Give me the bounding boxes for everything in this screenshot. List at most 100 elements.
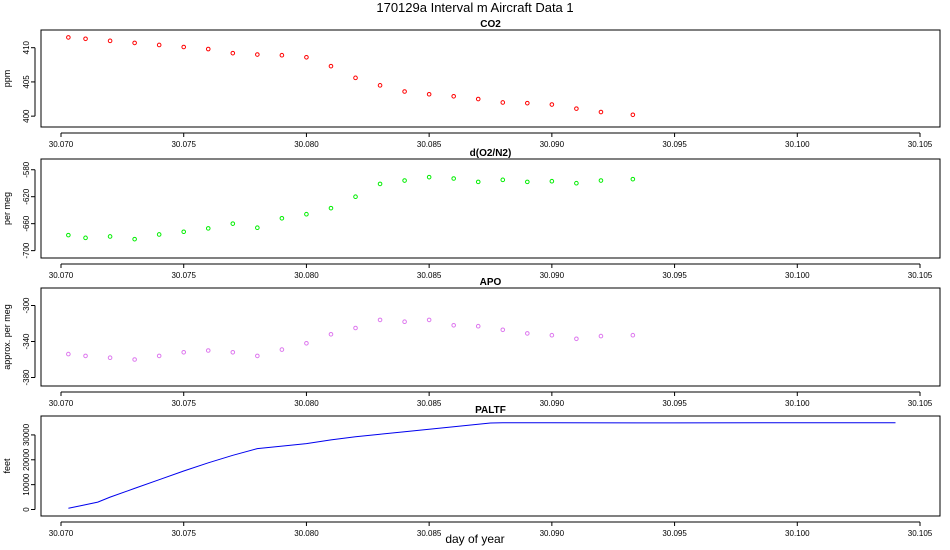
- data-point: [475, 96, 481, 102]
- data-point: [451, 94, 456, 99]
- data-point: [451, 323, 456, 328]
- x-tick-label: 30.105: [908, 271, 933, 280]
- data-point: [630, 332, 636, 338]
- x-tick-label: 30.090: [540, 140, 565, 149]
- data-point: [156, 42, 162, 48]
- plot-frame: [40, 158, 941, 259]
- data-point: [549, 178, 555, 184]
- data-point: [328, 205, 334, 211]
- x-tick-label: 30.100: [785, 271, 810, 280]
- x-tick-label: 30.075: [171, 140, 196, 149]
- data-point: [475, 323, 481, 329]
- data-point: [83, 235, 88, 241]
- y-tick-label: 30000: [22, 423, 31, 446]
- x-tick-label: 30.070: [49, 529, 74, 538]
- data-point: [402, 178, 407, 183]
- y-tick-label: -700: [22, 242, 31, 259]
- data-point: [279, 347, 285, 352]
- data-point: [328, 63, 334, 69]
- y-axis-label: approx. per meg: [2, 304, 12, 370]
- data-point: [107, 38, 113, 44]
- data-point: [156, 353, 162, 359]
- x-tick-label: 30.105: [908, 529, 933, 538]
- panels: CO2 ppm 30.070 30.075 30.080 30.085 30.090 30.0…: [2, 19, 941, 538]
- data-point: [83, 36, 88, 42]
- data-point: [255, 225, 260, 231]
- data-point: [181, 44, 187, 50]
- data-point: [377, 181, 383, 187]
- figure-title: 170129a Interval m Aircraft Data 1: [376, 0, 573, 15]
- data-point: [279, 215, 285, 221]
- data-point: [377, 83, 383, 88]
- data-point: [500, 100, 506, 105]
- data-point: [353, 325, 358, 331]
- data-point: [304, 211, 309, 217]
- data-point: [230, 221, 236, 226]
- y-axis-label: feet: [2, 458, 12, 474]
- x-tick-label: 30.100: [785, 399, 810, 408]
- x-tick-label: 30.085: [417, 271, 442, 280]
- chart-title: d(O2/N2): [470, 148, 512, 159]
- x-tick-label: 30.080: [294, 140, 319, 149]
- data-point: [328, 332, 334, 337]
- x-tick-label: 30.090: [540, 529, 565, 538]
- data-point: [107, 234, 113, 239]
- x-tick-label: 30.070: [49, 140, 74, 149]
- x-axis-title: day of year: [445, 532, 504, 546]
- data-point: [475, 179, 481, 185]
- x-tick-label: 30.095: [662, 140, 687, 149]
- data-point: [132, 357, 137, 362]
- x-tick-label: 30.075: [171, 271, 196, 280]
- data-point: [500, 327, 506, 333]
- chart-panel-3: APO approx. per meg 30.070 30.075 30.080 30.0…: [2, 277, 941, 408]
- data-point: [630, 112, 636, 118]
- y-tick-label: 400: [22, 109, 31, 123]
- x-tick-label: 30.095: [662, 271, 687, 280]
- y-tick-label: 405: [22, 75, 31, 89]
- data-point: [279, 52, 285, 58]
- chart-title: CO2: [480, 19, 501, 30]
- data-point: [574, 106, 579, 111]
- data-point: [66, 232, 71, 238]
- data-point: [426, 317, 432, 323]
- data-point: [549, 332, 555, 338]
- y-tick-label: 10000: [22, 473, 31, 496]
- data-point: [107, 355, 113, 361]
- plot-frame: [40, 29, 941, 128]
- data-point: [353, 194, 358, 200]
- data-point: [66, 35, 71, 40]
- data-point: [156, 232, 162, 237]
- x-tick-label: 30.085: [417, 399, 442, 408]
- data-point: [304, 54, 309, 60]
- y-tick-label: 0: [22, 507, 31, 512]
- data-point: [353, 75, 358, 81]
- data-point: [426, 91, 432, 97]
- x-tick-label: 30.090: [540, 271, 565, 280]
- x-tick-label: 30.085: [417, 140, 442, 149]
- x-tick-label: 30.070: [49, 399, 74, 408]
- y-tick-label: -660: [22, 215, 31, 232]
- x-tick-label: 30.105: [908, 399, 933, 408]
- chart-panel-4: PALTF feet 30.070 30.075 30.080 30.085 30.090 3…: [2, 405, 941, 538]
- x-tick-label: 30.075: [171, 529, 196, 538]
- data-point: [255, 52, 260, 57]
- plot-frame: [40, 287, 941, 387]
- data-point: [181, 350, 187, 355]
- plot-frame: [40, 415, 941, 517]
- series-line: [68, 422, 896, 509]
- x-tick-label: 30.080: [294, 271, 319, 280]
- data-point: [525, 331, 530, 336]
- data-point: [304, 341, 309, 346]
- data-point: [598, 333, 604, 339]
- x-tick-label: 30.075: [171, 399, 196, 408]
- data-point: [377, 317, 383, 323]
- data-point: [205, 226, 211, 231]
- data-point: [426, 174, 432, 180]
- data-point: [549, 102, 555, 107]
- data-point: [525, 179, 530, 185]
- y-axis-label: ppm: [2, 70, 12, 88]
- x-tick-label: 30.070: [49, 271, 74, 280]
- chart-panel-1: CO2 ppm 30.070 30.075 30.080 30.085 30.090 30.0…: [2, 19, 941, 149]
- x-tick-label: 30.085: [417, 529, 442, 538]
